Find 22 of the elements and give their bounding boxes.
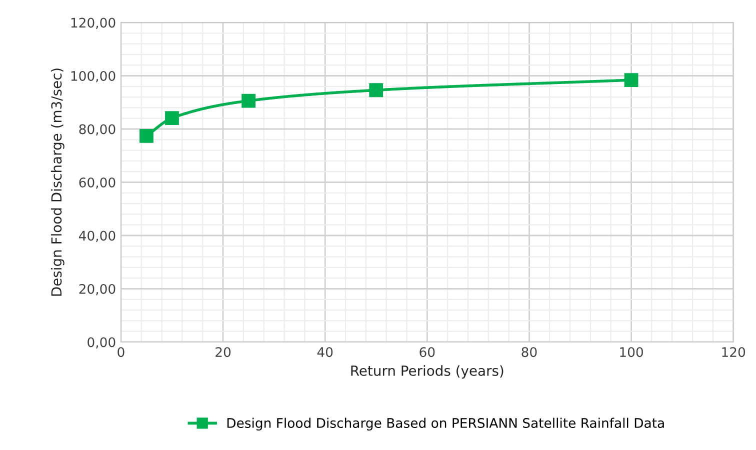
point bbox=[242, 94, 256, 108]
y-tick-label: 80,00 bbox=[79, 124, 116, 136]
point bbox=[369, 83, 384, 98]
y-tick-label: 0,00 bbox=[88, 337, 116, 349]
point bbox=[624, 73, 638, 87]
x-tick-label: 100 bbox=[620, 347, 643, 358]
x-tick-label: 60 bbox=[420, 347, 435, 358]
point bbox=[140, 128, 154, 143]
point bbox=[165, 111, 179, 126]
y-tick-label: 60,00 bbox=[79, 177, 116, 189]
y-axis-title: Design Flood Discharge (m3/sec) bbox=[50, 68, 64, 296]
y-tick-label: 40,00 bbox=[78, 230, 116, 242]
x-tick-label: 0 bbox=[118, 347, 124, 358]
x-tick-label: 80 bbox=[522, 347, 537, 358]
y-tick-label: 100,00 bbox=[71, 70, 116, 82]
x-tick-label: 120 bbox=[722, 347, 746, 358]
legend-label: Design Flood Discharge Based on PERSIANN Satellite Rainfall Data bbox=[227, 418, 664, 431]
y-tick-label: 20,00 bbox=[79, 284, 116, 296]
x-axis-title: Return Periods (years) bbox=[351, 365, 504, 379]
x-tick-label: 20 bbox=[216, 347, 231, 358]
x-tick-label: 40 bbox=[317, 347, 333, 358]
y-tick-label: 120,00 bbox=[71, 18, 116, 30]
